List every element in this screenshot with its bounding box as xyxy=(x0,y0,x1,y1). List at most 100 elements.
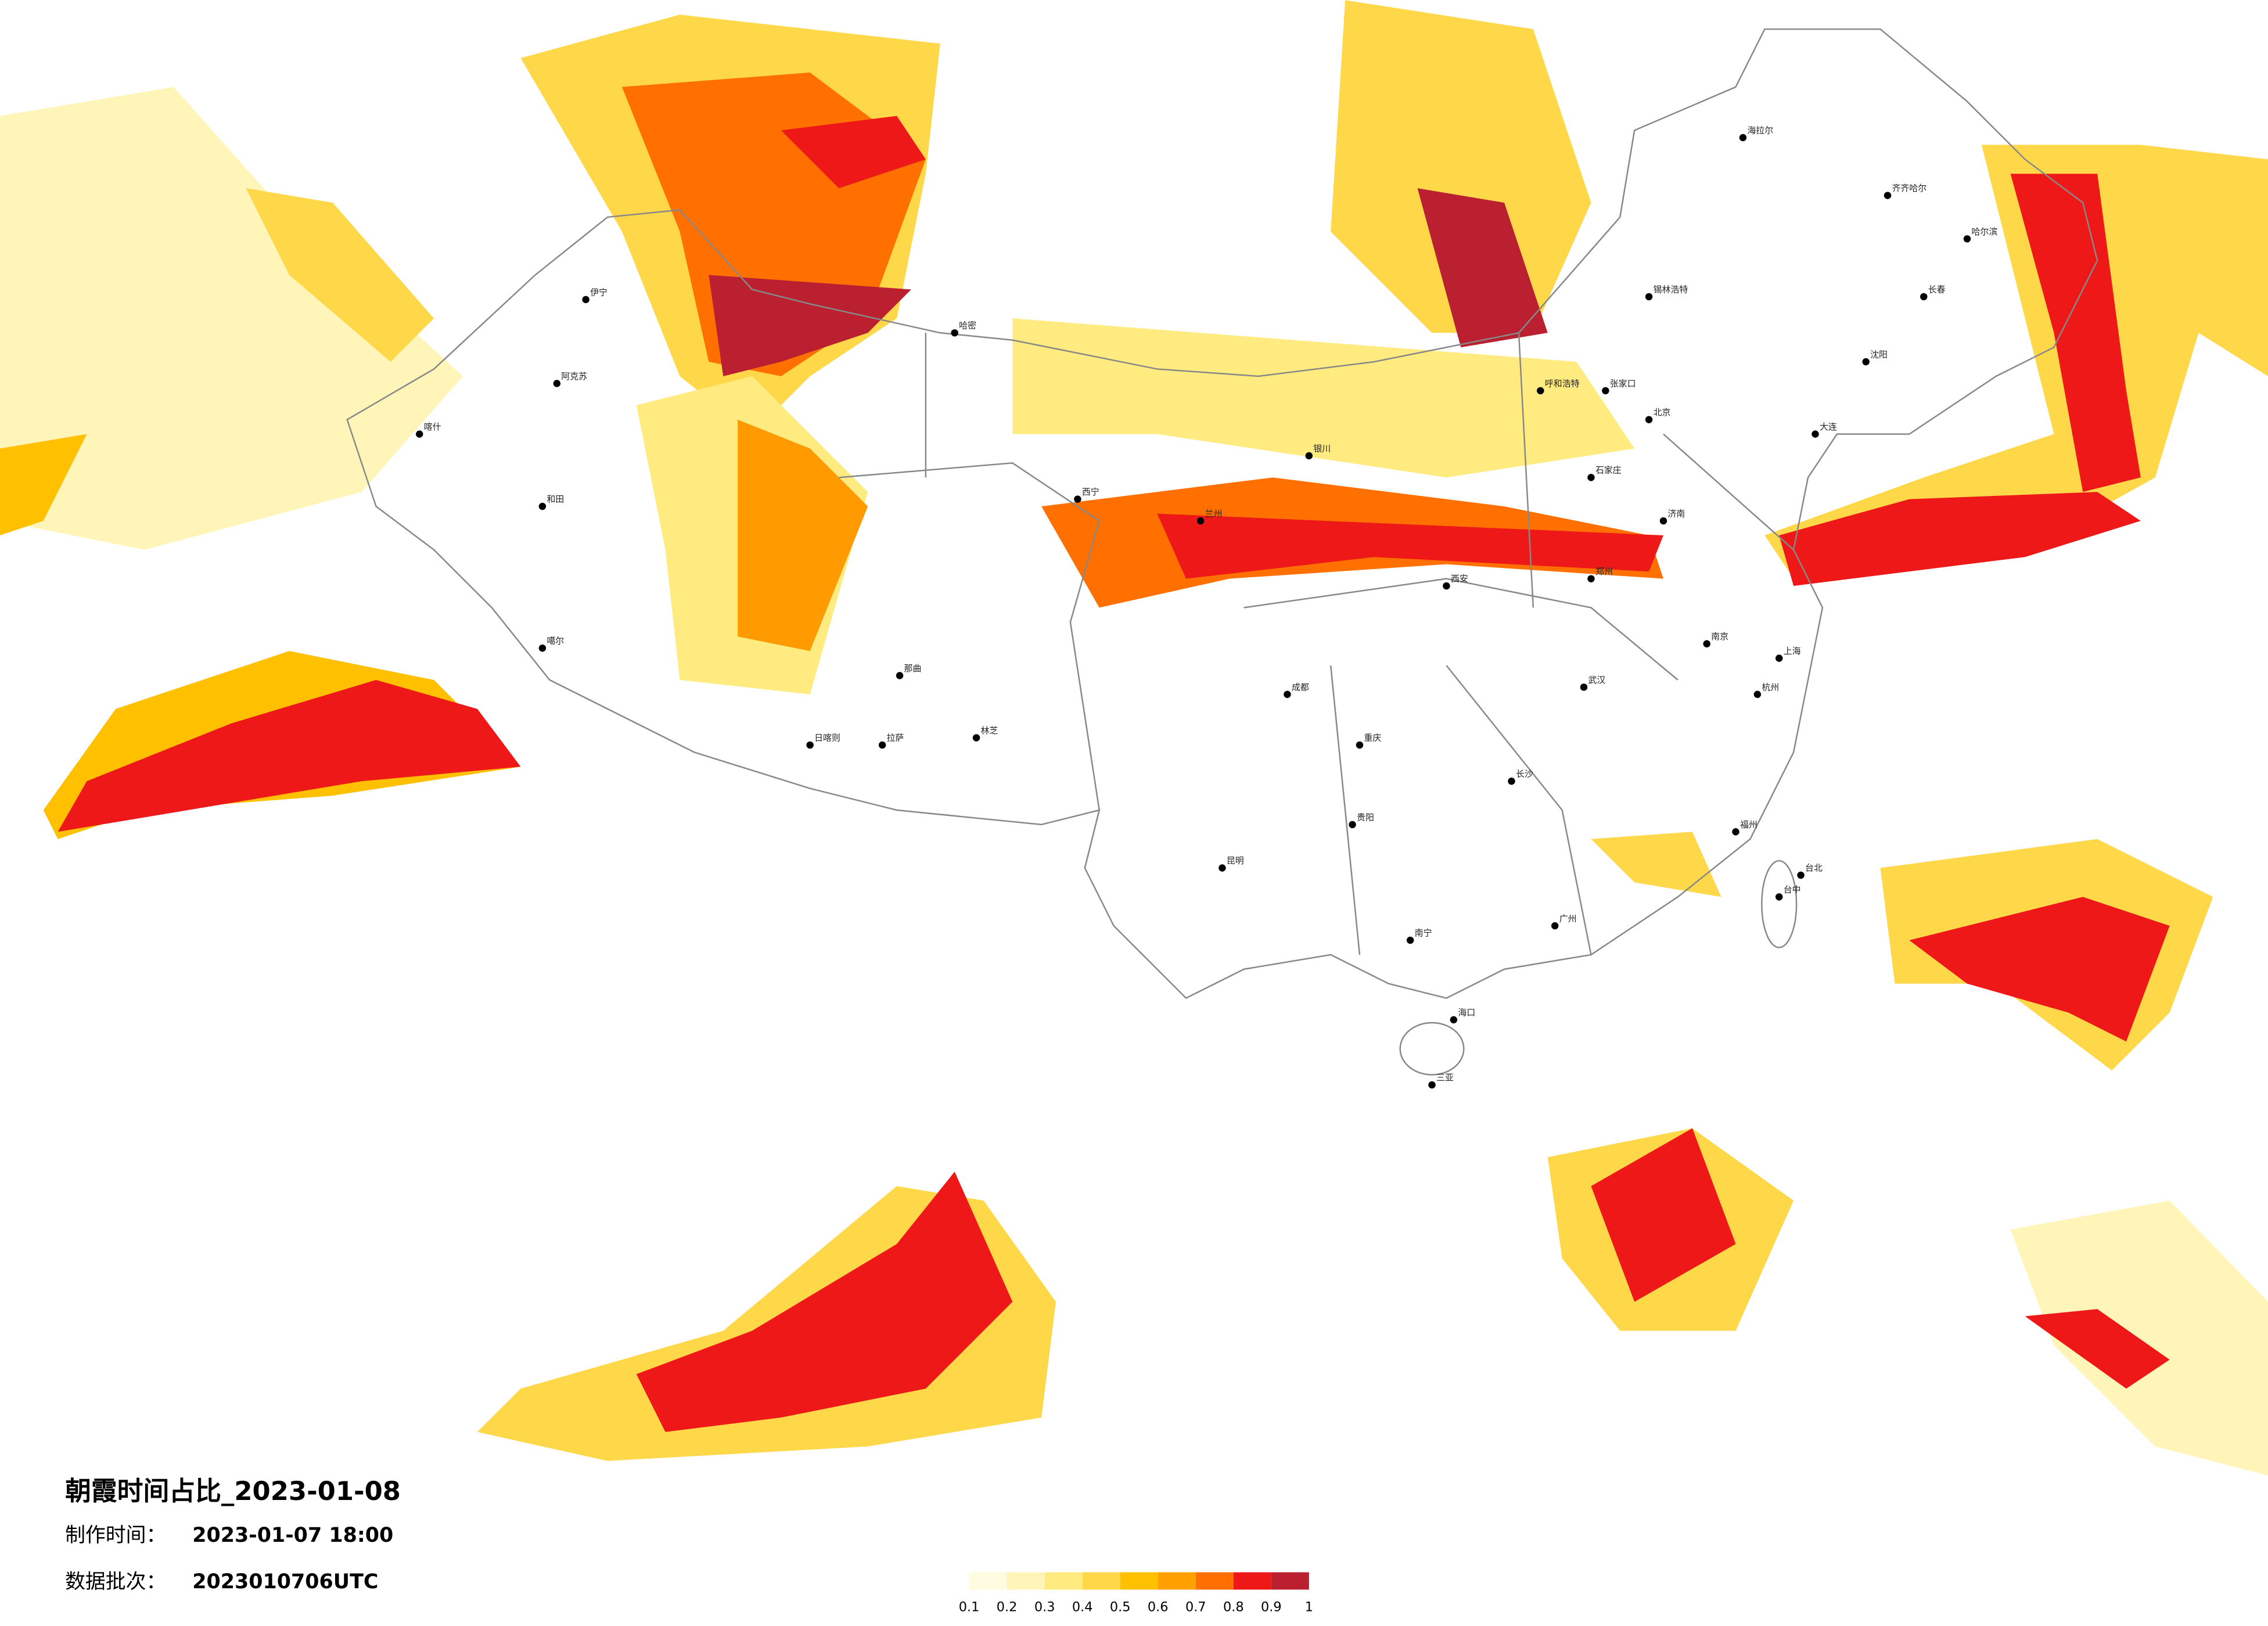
colorbar-tick-label: 0.4 xyxy=(1072,1600,1093,1615)
title: 朝霞时间占比_2023-01-08 xyxy=(65,1476,401,1506)
made-time-label: 制作时间： xyxy=(65,1524,166,1547)
made-time: 2023-01-07 18:00 xyxy=(192,1524,393,1547)
city-label: 海拉尔 xyxy=(1747,125,1773,135)
city-dot xyxy=(1219,864,1226,872)
city-dot xyxy=(1862,358,1870,366)
city-dot xyxy=(1920,293,1928,301)
city-dot xyxy=(951,329,958,337)
city-dot xyxy=(1450,1016,1458,1024)
colorbar-tick-label: 0.9 xyxy=(1261,1600,1282,1615)
city-label: 长沙 xyxy=(1516,769,1533,779)
city-label: 南京 xyxy=(1711,631,1728,642)
batch: 2023010706UTC xyxy=(192,1570,378,1593)
city-dot xyxy=(1963,235,1971,243)
city-dot xyxy=(553,380,561,387)
colorbar-swatch xyxy=(1044,1572,1083,1590)
city-label: 兰州 xyxy=(1205,508,1223,519)
city-dot xyxy=(1196,517,1205,525)
city-label: 台北 xyxy=(1805,863,1823,873)
colorbar-tick-label: 0.3 xyxy=(1034,1600,1055,1615)
city-dot xyxy=(878,741,886,749)
city-label: 石家庄 xyxy=(1595,465,1622,476)
colorbar-tick-label: 0.1 xyxy=(959,1600,980,1615)
colorbar-tick-label: 0.8 xyxy=(1223,1600,1244,1615)
colorbar-tick-label: 0.6 xyxy=(1148,1600,1169,1615)
city-label: 广州 xyxy=(1559,913,1577,924)
city-dot xyxy=(1587,473,1595,481)
city-label: 噶尔 xyxy=(547,636,564,646)
city-label: 西宁 xyxy=(1082,487,1099,497)
city-label: 郑州 xyxy=(1595,566,1613,577)
colorbar-swatch xyxy=(1195,1572,1234,1590)
city-dot xyxy=(896,672,904,679)
city-dot xyxy=(1587,575,1595,582)
city-dot xyxy=(1428,1081,1436,1089)
city-dot xyxy=(1797,871,1805,879)
city-dot xyxy=(1645,416,1653,423)
city-dot xyxy=(1753,690,1762,699)
city-dot xyxy=(1884,192,1892,199)
city-dot xyxy=(1537,387,1544,395)
city-label: 和田 xyxy=(547,494,564,505)
city-label: 贵阳 xyxy=(1357,812,1374,822)
city-label: 沈阳 xyxy=(1870,350,1888,360)
city-dot xyxy=(1406,936,1414,944)
city-label: 福州 xyxy=(1740,819,1757,830)
city-dot xyxy=(1580,684,1588,691)
colorbar-tick-label: 0.5 xyxy=(1110,1600,1131,1615)
city-label: 大连 xyxy=(1820,422,1837,432)
city-dot xyxy=(1732,828,1739,836)
colorbar-swatch xyxy=(1082,1572,1120,1590)
city-dot xyxy=(1508,777,1515,785)
city-label: 阿克苏 xyxy=(561,371,587,382)
city-dot xyxy=(1645,293,1653,301)
city-label: 银川 xyxy=(1313,443,1331,454)
city-label: 那曲 xyxy=(904,663,922,674)
city-label: 南宁 xyxy=(1415,928,1432,938)
colorbar-tick-label: 0.2 xyxy=(997,1600,1018,1615)
city-label: 杭州 xyxy=(1762,682,1779,692)
city-label: 昆明 xyxy=(1227,855,1244,866)
city-label: 张家口 xyxy=(1610,378,1636,388)
city-dot xyxy=(972,734,980,742)
city-label: 重庆 xyxy=(1364,732,1381,743)
city-dot xyxy=(1356,741,1364,749)
city-label: 日喀则 xyxy=(814,732,840,743)
city-dot xyxy=(1284,690,1291,699)
city-label: 济南 xyxy=(1667,508,1685,519)
colorbar-swatch xyxy=(1007,1572,1045,1590)
colorbar-swatch xyxy=(1158,1572,1196,1590)
city-dot xyxy=(538,644,547,652)
city-dot xyxy=(538,502,547,510)
city-label: 哈密 xyxy=(959,321,976,331)
city-label: 西安 xyxy=(1451,574,1468,584)
city-dot xyxy=(806,741,814,749)
city-label: 上海 xyxy=(1784,646,1801,656)
city-label: 锡林浩特 xyxy=(1654,284,1688,294)
city-dot xyxy=(1443,582,1450,590)
city-label: 齐齐哈尔 xyxy=(1892,183,1926,193)
city-label: 长春 xyxy=(1928,284,1946,294)
city-dot xyxy=(1349,821,1356,829)
city-label: 成都 xyxy=(1292,682,1309,692)
colorbar-swatch xyxy=(1271,1572,1309,1590)
city-dot xyxy=(1739,134,1747,142)
colorbar-swatch xyxy=(1120,1572,1158,1590)
city-dot xyxy=(1074,495,1081,503)
city-dot xyxy=(1703,640,1710,647)
colorbar: 0.1 0.2 0.3 0.4 0.5 0.6 0.7 0.8 0.9 1 xyxy=(959,1572,1313,1615)
colorbar-tick-label: 1 xyxy=(1305,1600,1313,1615)
city-label: 呼和浩特 xyxy=(1545,378,1580,388)
city-label: 喀什 xyxy=(424,422,441,432)
city-dot xyxy=(1811,430,1819,438)
city-dot xyxy=(415,430,423,438)
city-dot xyxy=(582,296,590,304)
colorbar-swatch xyxy=(969,1572,1007,1590)
batch-label: 数据批次： xyxy=(65,1570,166,1593)
city-dot xyxy=(1659,517,1667,525)
city-label: 海口 xyxy=(1458,1008,1475,1018)
city-dot xyxy=(1551,922,1559,930)
city-label: 台中 xyxy=(1784,884,1801,895)
